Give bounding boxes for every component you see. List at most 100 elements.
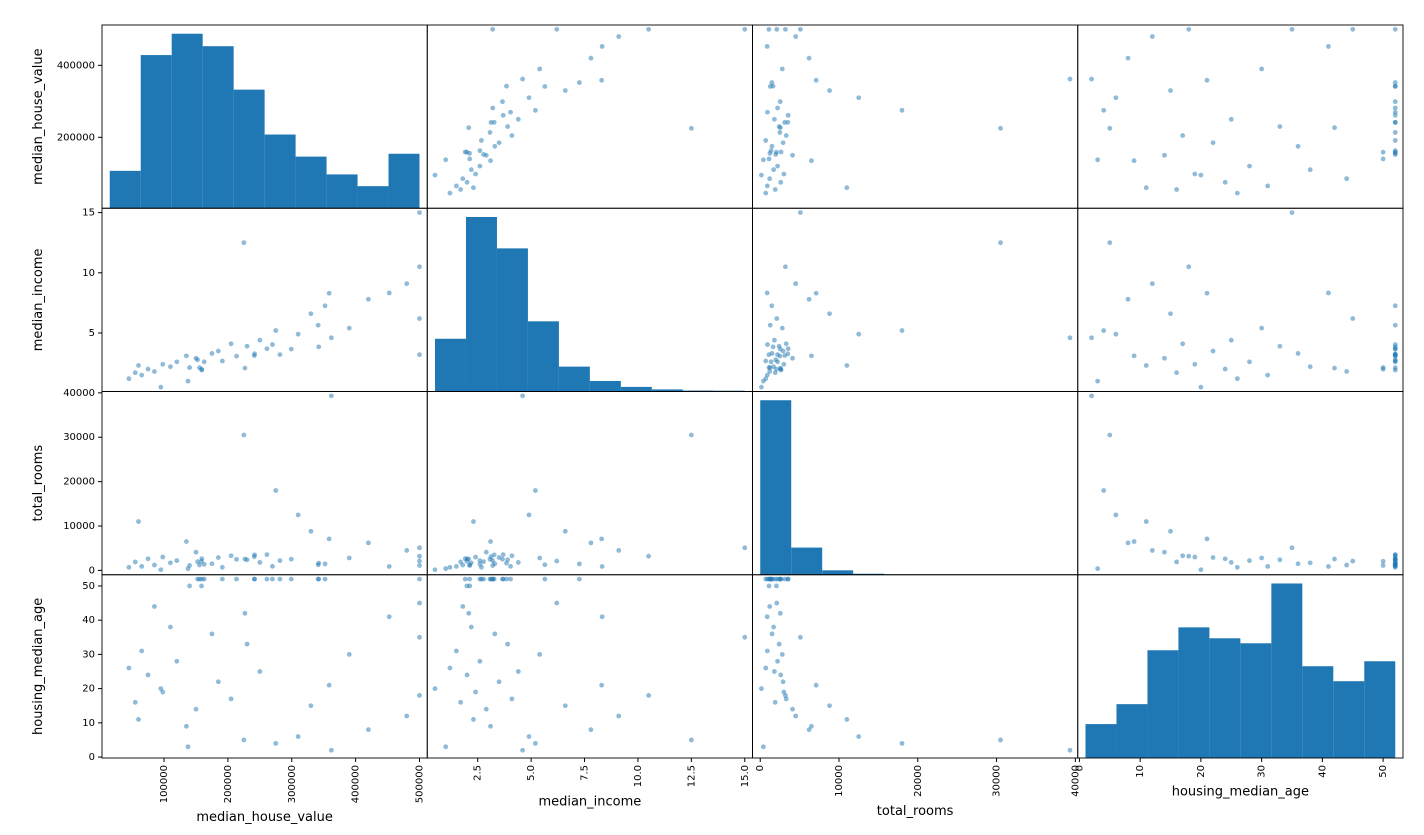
point	[466, 610, 472, 616]
point	[228, 696, 234, 702]
point	[201, 561, 207, 567]
point	[496, 555, 502, 560]
point	[763, 358, 769, 364]
point	[215, 555, 221, 560]
point	[1198, 172, 1204, 178]
point	[1149, 281, 1155, 287]
point	[1392, 563, 1398, 568]
point	[152, 604, 157, 609]
point	[464, 149, 470, 155]
point	[1392, 342, 1398, 347]
panel-marks	[109, 33, 420, 209]
hist-bar	[1116, 704, 1148, 758]
point	[316, 576, 322, 582]
point	[759, 686, 764, 692]
point	[386, 290, 392, 296]
point	[515, 669, 521, 674]
hist-bar	[233, 89, 265, 209]
point	[1210, 140, 1216, 146]
point	[772, 669, 777, 674]
point	[328, 393, 334, 399]
hist-bar	[264, 134, 296, 209]
hist-bar	[140, 55, 172, 209]
point	[781, 689, 787, 695]
panel-marks	[1085, 583, 1396, 758]
point	[767, 365, 773, 371]
point	[322, 561, 328, 567]
point	[1392, 83, 1398, 89]
hist-bar	[853, 573, 885, 575]
point	[257, 669, 263, 674]
point	[490, 563, 496, 568]
point	[1149, 34, 1155, 39]
point	[417, 210, 422, 216]
y-tick-label: 10	[82, 718, 95, 729]
x-tick-label: 7.5	[580, 765, 591, 781]
x-tick-label: 30	[1257, 765, 1268, 778]
point	[328, 747, 334, 753]
point	[288, 576, 294, 582]
point	[554, 26, 560, 32]
point	[145, 672, 151, 678]
point	[152, 369, 157, 374]
point	[806, 55, 812, 61]
point	[1344, 369, 1350, 374]
point	[183, 539, 189, 544]
panel-frame	[1077, 574, 1404, 759]
panel-marks	[126, 576, 422, 753]
point	[464, 179, 470, 185]
y-tick-label: 30000	[63, 432, 95, 443]
point	[1204, 77, 1210, 83]
panel-frame	[426, 391, 753, 576]
point	[471, 519, 476, 524]
point	[760, 378, 766, 384]
hist-bar	[1085, 724, 1117, 758]
point	[537, 651, 543, 657]
y-axis-label: median_income	[31, 248, 46, 351]
point	[432, 172, 438, 178]
panel	[101, 24, 428, 209]
point	[769, 303, 775, 309]
point	[473, 689, 478, 695]
point	[464, 583, 470, 589]
point	[542, 562, 548, 568]
point	[443, 744, 449, 750]
point	[599, 77, 605, 83]
point	[781, 361, 787, 367]
panel-marks	[1089, 210, 1398, 390]
y-tick-label: 10000	[63, 521, 95, 532]
point	[1125, 55, 1131, 61]
point	[136, 519, 141, 524]
point	[252, 576, 257, 582]
y-tick-label: 400000	[57, 60, 95, 71]
point	[404, 548, 410, 553]
x-tick-label: 10	[1135, 765, 1146, 778]
point	[219, 576, 225, 582]
y-tick-label: 10	[82, 268, 95, 279]
point	[481, 576, 486, 582]
point	[520, 393, 525, 399]
y-tick-label: 40	[82, 615, 95, 626]
hist-bar	[589, 380, 621, 392]
point	[813, 682, 819, 688]
point	[1186, 26, 1192, 32]
point	[646, 26, 652, 32]
point	[453, 648, 459, 654]
point	[554, 558, 560, 564]
point	[899, 328, 905, 333]
point	[774, 316, 780, 321]
point	[1143, 185, 1149, 191]
point	[1350, 558, 1356, 564]
panel	[101, 574, 428, 759]
point	[1392, 112, 1398, 118]
point	[1067, 335, 1073, 341]
point	[790, 706, 795, 712]
point	[1392, 138, 1398, 143]
point	[809, 353, 814, 359]
panel	[1077, 207, 1404, 392]
point	[193, 549, 199, 555]
panel	[426, 574, 753, 759]
point	[295, 734, 301, 739]
point	[417, 316, 422, 321]
point	[197, 562, 202, 568]
